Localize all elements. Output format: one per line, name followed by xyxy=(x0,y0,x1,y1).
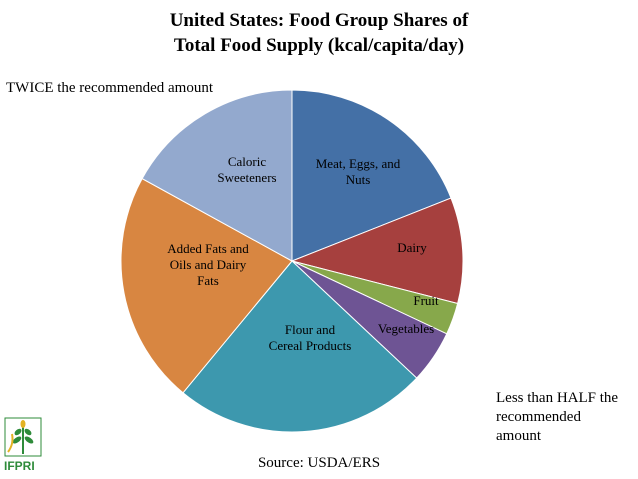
annotation-half: Less than HALF the recommended amount xyxy=(496,389,636,446)
chart-title-line-2: Total Food Supply (kcal/capita/day) xyxy=(173,35,465,56)
slice-label: Nuts xyxy=(346,172,371,187)
wheat-icon xyxy=(4,417,42,457)
annotation-half-line-2: recommended xyxy=(496,409,581,425)
slice-label: Oils and Dairy xyxy=(170,257,247,272)
slice-label: Added Fats and xyxy=(167,241,249,256)
ifpri-logo: IFPRI xyxy=(4,417,42,473)
slice-label: Flour and xyxy=(285,322,336,337)
slice-label: Fats xyxy=(197,273,219,288)
annotation-twice: TWICE the recommended amount xyxy=(6,80,214,96)
chart-title-line-1: United States: Food Group Shares of xyxy=(169,10,469,31)
slice-label: Fruit xyxy=(413,293,439,308)
logo-text: IFPRI xyxy=(4,459,35,473)
pie-slice xyxy=(120,177,293,394)
source-note: Source: USDA/ERS xyxy=(257,455,381,471)
slice-label: Sweeteners xyxy=(217,170,276,185)
pie-slice xyxy=(182,260,418,433)
pie-slice xyxy=(291,89,452,262)
annotation-half-line-3: amount xyxy=(496,428,541,444)
slice-label: Caloric xyxy=(228,154,266,169)
slice-label: Dairy xyxy=(397,240,427,255)
chart-title: United States: Food Group Shares of Tota… xyxy=(0,8,638,58)
pie-slice xyxy=(141,89,293,262)
slice-label: Vegetables xyxy=(378,321,434,336)
slice-label: Cereal Products xyxy=(269,338,352,353)
pie-slice xyxy=(290,197,464,305)
annotation-half-line-1: Less than HALF the xyxy=(496,390,619,406)
slice-label: Meat, Eggs, and xyxy=(316,156,401,171)
